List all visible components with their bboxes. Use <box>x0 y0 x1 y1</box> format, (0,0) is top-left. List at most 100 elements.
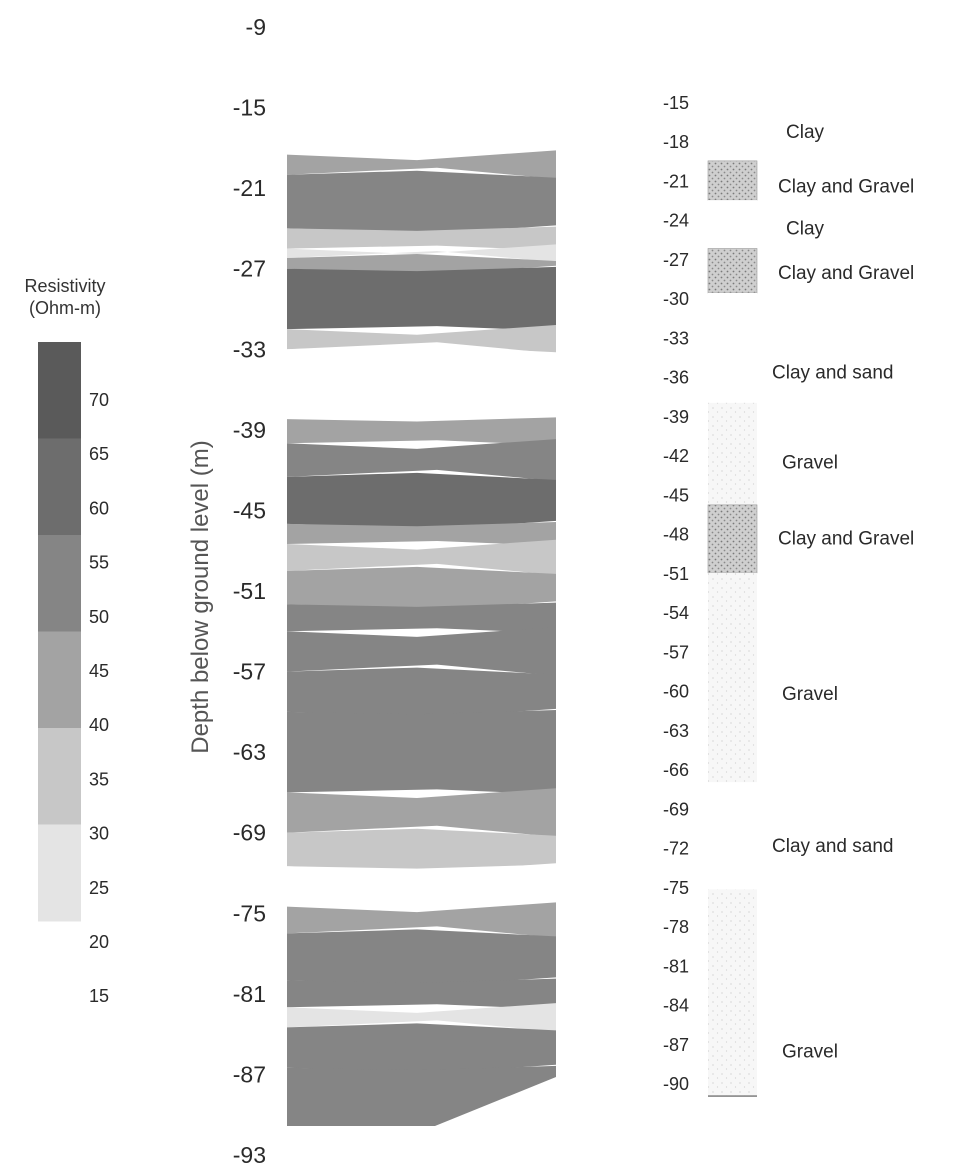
depth-tick-label: -75 <box>233 900 266 926</box>
legend-colorbar <box>38 342 81 922</box>
resistivity-band <box>287 539 556 576</box>
litho-depth-tick-label: -51 <box>663 564 689 584</box>
y-axis-label: Depth below ground level (m) <box>187 440 214 754</box>
lithology-labels: Clay Clay and Gravel Clay Clay and Gravel Cl… <box>772 122 914 1063</box>
depth-tick-label: -93 <box>233 1142 266 1168</box>
lithology-layer <box>708 572 757 783</box>
litho-depth-tick-label: -39 <box>663 407 689 427</box>
lithology-label: Clay <box>786 122 825 143</box>
litho-depth-tick-label: -54 <box>663 603 689 623</box>
litho-depth-tick-label: -75 <box>663 878 689 898</box>
litho-depth-tick-label: -90 <box>663 1074 689 1094</box>
legend-tick-label: 65 <box>89 444 109 464</box>
litho-depth-tick-label: -42 <box>663 446 689 466</box>
depth-tick-label: -81 <box>233 981 266 1007</box>
legend-ticks: 70 65 60 55 50 45 40 35 30 25 20 15 <box>89 390 109 1006</box>
legend-tick-label: 35 <box>89 769 109 789</box>
lithology-layer <box>707 160 758 201</box>
legend-swatch-3 <box>38 631 81 729</box>
resistivity-band <box>287 627 556 676</box>
legend-swatch-4 <box>38 728 81 825</box>
legend-tick-label: 50 <box>89 607 109 627</box>
depth-tick-label: -45 <box>233 497 266 523</box>
litho-depth-tick-label: -78 <box>663 917 689 937</box>
resistivity-band <box>287 1065 556 1126</box>
depth-tick-label: -15 <box>233 95 266 121</box>
resistivity-band <box>287 828 556 872</box>
litho-depth-tick-label: -30 <box>663 289 689 309</box>
resistivity-band <box>287 324 556 354</box>
legend-tick-label: 40 <box>89 715 109 735</box>
resistivity-band <box>287 602 556 634</box>
resistivity-band <box>287 902 556 938</box>
resistivity-band <box>287 253 556 274</box>
lithology-layer <box>708 141 757 161</box>
lithology-label: Clay and Gravel <box>778 177 914 198</box>
legend-swatch-5 <box>38 824 81 922</box>
resistivity-band <box>287 522 556 546</box>
depth-tick-label: -87 <box>233 1061 266 1087</box>
resistivity-band <box>287 472 556 529</box>
litho-depth-tick-label: -27 <box>663 250 689 270</box>
legend-unit: (Ohm-m) <box>29 298 101 318</box>
resistivity-band <box>287 929 556 986</box>
litho-depth-tick-label: -81 <box>663 956 689 976</box>
litho-depth-tick-label: -84 <box>663 996 689 1016</box>
resistivity-band <box>287 244 556 263</box>
litho-depth-tick-label: -45 <box>663 485 689 505</box>
legend-tick-label: 45 <box>89 661 109 681</box>
legend: Resistivity (Ohm-m) <box>0 0 140 1169</box>
lithology-layer <box>708 402 757 505</box>
resistivity-band <box>287 710 556 795</box>
resistivity-band <box>287 170 556 234</box>
depth-axis: -9 -15 -21 -27 -33 -39 -45 -51 -57 -63 -69 -75 -81 -8… <box>233 14 266 1168</box>
legend-tick-label: 70 <box>89 390 109 410</box>
resistivity-band <box>287 266 556 331</box>
litho-depth-tick-label: -72 <box>663 839 689 859</box>
litho-depth-tick-label: -60 <box>663 682 689 702</box>
litho-depth-tick-label: -21 <box>663 171 689 191</box>
lithology-label: Clay <box>786 219 825 240</box>
legend-tick-label: 20 <box>89 932 109 952</box>
litho-depth-tick-label: -87 <box>663 1035 689 1055</box>
depth-tick-label: -39 <box>233 417 266 443</box>
lithology-label: Clay and Gravel <box>778 529 914 550</box>
litho-depth-tick-label: -18 <box>663 132 689 152</box>
legend-tick-label: 55 <box>89 553 109 573</box>
lithology-layer <box>708 200 757 249</box>
depth-tick-label: -9 <box>246 14 266 40</box>
litho-depth-tick-label: -63 <box>663 721 689 741</box>
depth-tick-label: -51 <box>233 578 266 604</box>
litho-depth-tick-label: -33 <box>663 328 689 348</box>
resistivity-band <box>287 417 556 446</box>
lithology-layer <box>708 292 757 403</box>
resistivity-profile <box>287 150 556 1126</box>
legend-swatch-0 <box>38 342 81 439</box>
litho-depth-tick-label: -48 <box>663 525 689 545</box>
resistivity-band <box>287 226 556 251</box>
litho-depth-tick-label: -36 <box>663 368 689 388</box>
resistivity-band <box>287 1023 556 1073</box>
litho-depth-tick-label: -15 <box>663 93 689 113</box>
lithology-label: Clay and sand <box>772 836 893 857</box>
legend-swatch-1 <box>38 438 81 536</box>
legend-tick-label: 15 <box>89 986 109 1006</box>
litho-depth-tick-label: -24 <box>663 211 689 231</box>
lithology-label: Gravel <box>782 1041 838 1062</box>
lithology-column <box>707 141 758 1097</box>
litho-depth-tick-label: -57 <box>663 642 689 662</box>
resistivity-band <box>287 667 556 717</box>
legend-swatch-2 <box>38 535 81 632</box>
depth-tick-label: -21 <box>233 175 266 201</box>
resistivity-band <box>287 788 556 837</box>
litho-depth-tick-label: -66 <box>663 760 689 780</box>
lithology-label: Clay and sand <box>772 362 893 383</box>
lithology-layer <box>708 782 757 890</box>
resistivity-band <box>287 566 556 610</box>
depth-tick-label: -69 <box>233 820 266 846</box>
depth-tick-label: -63 <box>233 739 266 765</box>
lithology-label: Clay and Gravel <box>778 263 914 284</box>
resistivity-band <box>287 439 556 482</box>
